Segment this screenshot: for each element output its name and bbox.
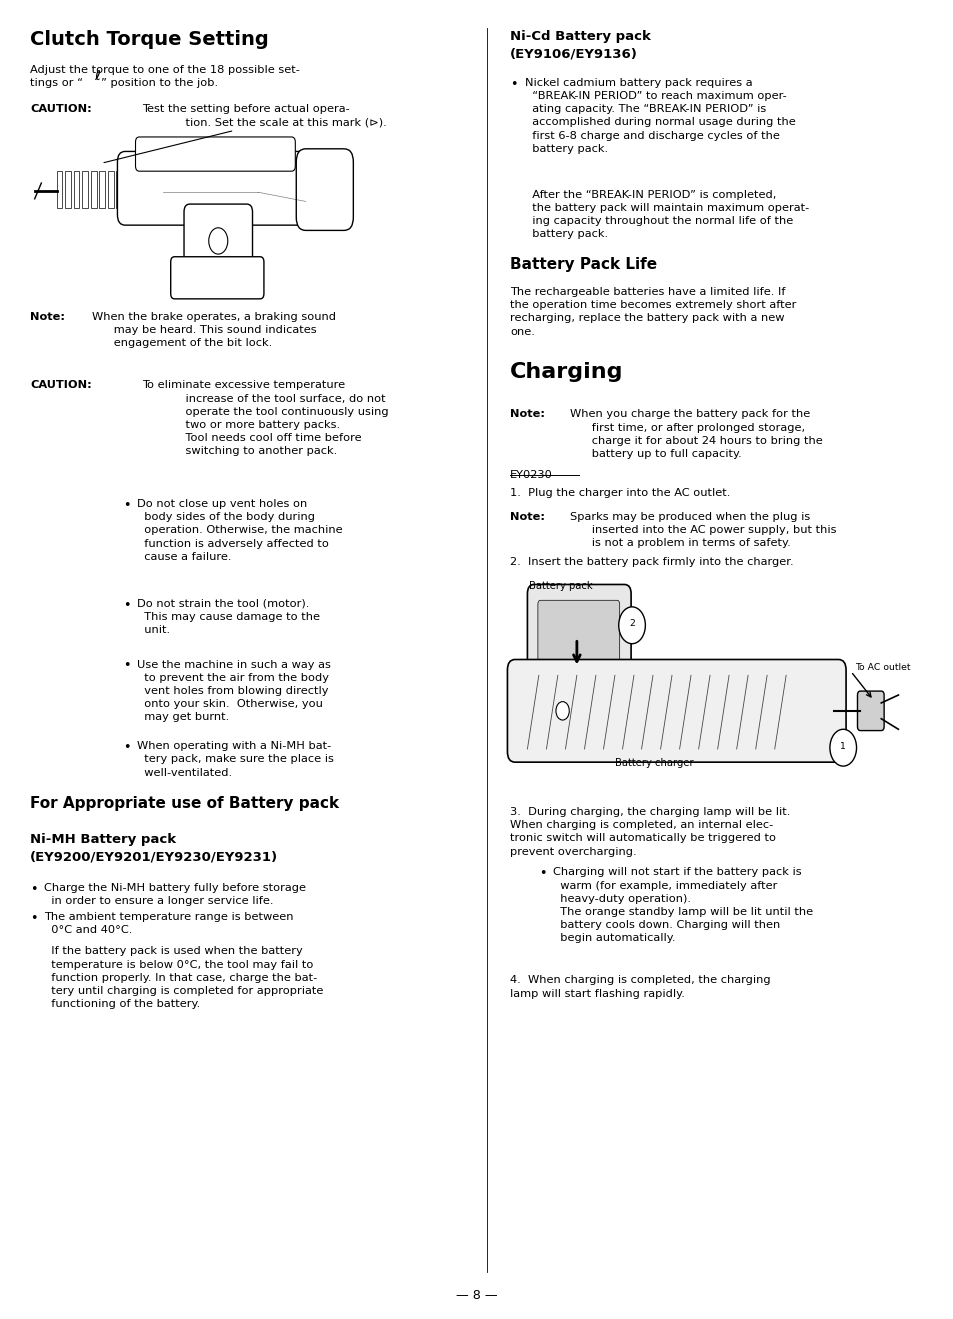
Text: For Appropriate use of Battery pack: For Appropriate use of Battery pack	[30, 797, 338, 811]
FancyBboxPatch shape	[537, 600, 619, 666]
Text: 2.  Insert the battery pack firmly into the charger.: 2. Insert the battery pack firmly into t…	[510, 557, 793, 567]
Text: 1: 1	[840, 741, 845, 751]
Text: CAUTION:: CAUTION:	[30, 104, 91, 113]
Text: After the “BREAK-IN PERIOD” is completed,
  the battery pack will maintain maxim: After the “BREAK-IN PERIOD” is completed…	[524, 190, 808, 239]
Text: ℓ: ℓ	[94, 70, 100, 83]
Text: Ni-MH Battery pack
(EY9200/EY9201/EY9230/EY9231): Ni-MH Battery pack (EY9200/EY9201/EY9230…	[30, 834, 277, 863]
Text: CAUTION:: CAUTION:	[30, 380, 91, 390]
Text: To AC outlet: To AC outlet	[854, 663, 909, 673]
Text: •: •	[123, 741, 131, 754]
Text: Clutch Torque Setting: Clutch Torque Setting	[30, 30, 269, 49]
Text: Battery pack: Battery pack	[529, 580, 593, 591]
Text: Note:: Note:	[510, 512, 545, 522]
Text: Note:: Note:	[30, 313, 65, 322]
Bar	[91, 171, 96, 208]
Text: Battery Pack Life: Battery Pack Life	[510, 257, 657, 272]
Text: EY0230: EY0230	[510, 470, 553, 480]
Text: Note:: Note:	[510, 409, 545, 419]
Text: Do not close up vent holes on
  body sides of the body during
  operation. Other: Do not close up vent holes on body sides…	[137, 499, 343, 562]
FancyBboxPatch shape	[857, 691, 883, 731]
Text: The ambient temperature range is between
  0°C and 40°C.: The ambient temperature range is between…	[44, 913, 294, 935]
Text: Charging: Charging	[510, 361, 623, 383]
Circle shape	[829, 729, 856, 766]
Bar	[116, 171, 122, 208]
Text: Adjust the torque to one of the 18 possible set-
tings or “     ” position to th: Adjust the torque to one of the 18 possi…	[30, 65, 299, 88]
Text: Charge the Ni-MH battery fully before storage
  in order to ensure a longer serv: Charge the Ni-MH battery fully before st…	[44, 884, 306, 906]
FancyBboxPatch shape	[527, 584, 631, 679]
Text: Use the machine in such a way as
  to prevent the air from the body
  vent holes: Use the machine in such a way as to prev…	[137, 660, 331, 723]
Text: The rechargeable batteries have a limited life. If
the operation time becomes ex: The rechargeable batteries have a limite…	[510, 288, 796, 336]
FancyBboxPatch shape	[135, 137, 295, 171]
Text: Nickel cadmium battery pack requires a
  “BREAK-IN PERIOD” to reach maximum oper: Nickel cadmium battery pack requires a “…	[524, 78, 795, 154]
Text: Test the setting before actual opera-
            tion. Set the scale at this ma: Test the setting before actual opera- ti…	[142, 104, 387, 127]
Text: To eliminate excessive temperature
            increase of the tool surface, do : To eliminate excessive temperature incre…	[142, 380, 389, 456]
FancyBboxPatch shape	[507, 660, 845, 762]
Text: •: •	[123, 499, 131, 512]
Bar	[73, 171, 79, 208]
Bar	[82, 171, 88, 208]
Text: Do not strain the tool (motor).
  This may cause damage to the
  unit.: Do not strain the tool (motor). This may…	[137, 599, 320, 636]
FancyBboxPatch shape	[296, 149, 353, 231]
Circle shape	[556, 702, 569, 720]
Text: •: •	[123, 599, 131, 612]
Text: 1.  Plug the charger into the AC outlet.: 1. Plug the charger into the AC outlet.	[510, 488, 730, 499]
Circle shape	[618, 607, 644, 644]
Text: Battery charger: Battery charger	[615, 758, 693, 768]
Text: Charging will not start if the battery pack is
  warm (for example, immediately : Charging will not start if the battery p…	[553, 868, 812, 943]
Text: — 8 —: — 8 —	[456, 1289, 497, 1302]
FancyBboxPatch shape	[184, 204, 253, 273]
Text: When the brake operates, a braking sound
      may be heard. This sound indicate: When the brake operates, a braking sound…	[91, 313, 335, 348]
Text: •: •	[30, 884, 37, 896]
FancyBboxPatch shape	[171, 257, 264, 299]
Bar	[99, 171, 105, 208]
Text: When operating with a Ni-MH bat-
  tery pack, make sure the place is
  well-vent: When operating with a Ni-MH bat- tery pa…	[137, 741, 334, 777]
Bar	[108, 171, 113, 208]
Text: If the battery pack is used when the battery
  temperature is below 0°C, the too: If the battery pack is used when the bat…	[44, 947, 323, 1009]
Circle shape	[209, 228, 228, 255]
Bar	[65, 171, 71, 208]
Text: •: •	[510, 78, 517, 91]
Text: •: •	[123, 660, 131, 673]
Text: 2: 2	[628, 620, 635, 628]
Text: Sparks may be produced when the plug is
      inserted into the AC power supply,: Sparks may be produced when the plug is …	[570, 512, 836, 549]
Text: When you charge the battery pack for the
      first time, or after prolonged st: When you charge the battery pack for the…	[570, 409, 822, 459]
Bar	[56, 171, 62, 208]
Text: Ni-Cd Battery pack
(EY9106/EY9136): Ni-Cd Battery pack (EY9106/EY9136)	[510, 30, 651, 61]
FancyBboxPatch shape	[117, 152, 317, 226]
Text: 3.  During charging, the charging lamp will be lit.
When charging is completed, : 3. During charging, the charging lamp wi…	[510, 807, 790, 856]
Text: •: •	[30, 913, 37, 925]
Text: •: •	[538, 868, 546, 881]
Text: 4.  When charging is completed, the charging
lamp will start flashing rapidly.: 4. When charging is completed, the charg…	[510, 975, 770, 998]
